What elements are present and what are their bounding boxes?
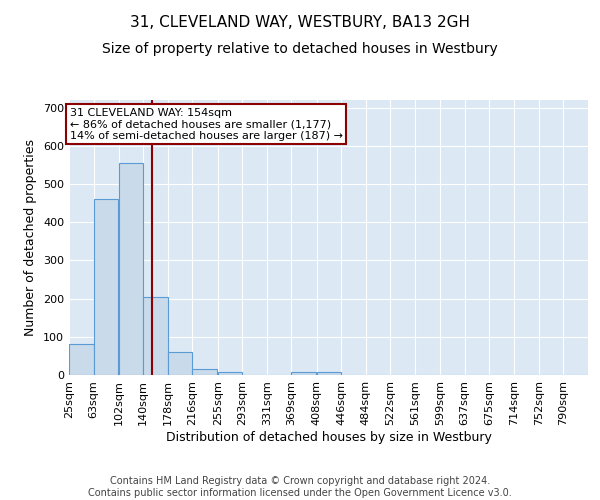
Text: Size of property relative to detached houses in Westbury: Size of property relative to detached ho… [102, 42, 498, 56]
Bar [143, 296, 168, 375]
Bar [94, 198, 118, 375]
Bar [218, 372, 242, 375]
Bar [119, 164, 143, 375]
Text: 31, CLEVELAND WAY, WESTBURY, BA13 2GH: 31, CLEVELAND WAY, WESTBURY, BA13 2GH [130, 15, 470, 30]
Bar [317, 372, 341, 375]
Bar [193, 368, 217, 375]
Text: Contains HM Land Registry data © Crown copyright and database right 2024.
Contai: Contains HM Land Registry data © Crown c… [88, 476, 512, 498]
Bar [168, 352, 193, 375]
Text: 31 CLEVELAND WAY: 154sqm
← 86% of detached houses are smaller (1,177)
14% of sem: 31 CLEVELAND WAY: 154sqm ← 86% of detach… [70, 108, 343, 141]
Bar [69, 344, 94, 375]
Bar [292, 372, 316, 375]
X-axis label: Distribution of detached houses by size in Westbury: Distribution of detached houses by size … [166, 430, 491, 444]
Y-axis label: Number of detached properties: Number of detached properties [25, 139, 37, 336]
